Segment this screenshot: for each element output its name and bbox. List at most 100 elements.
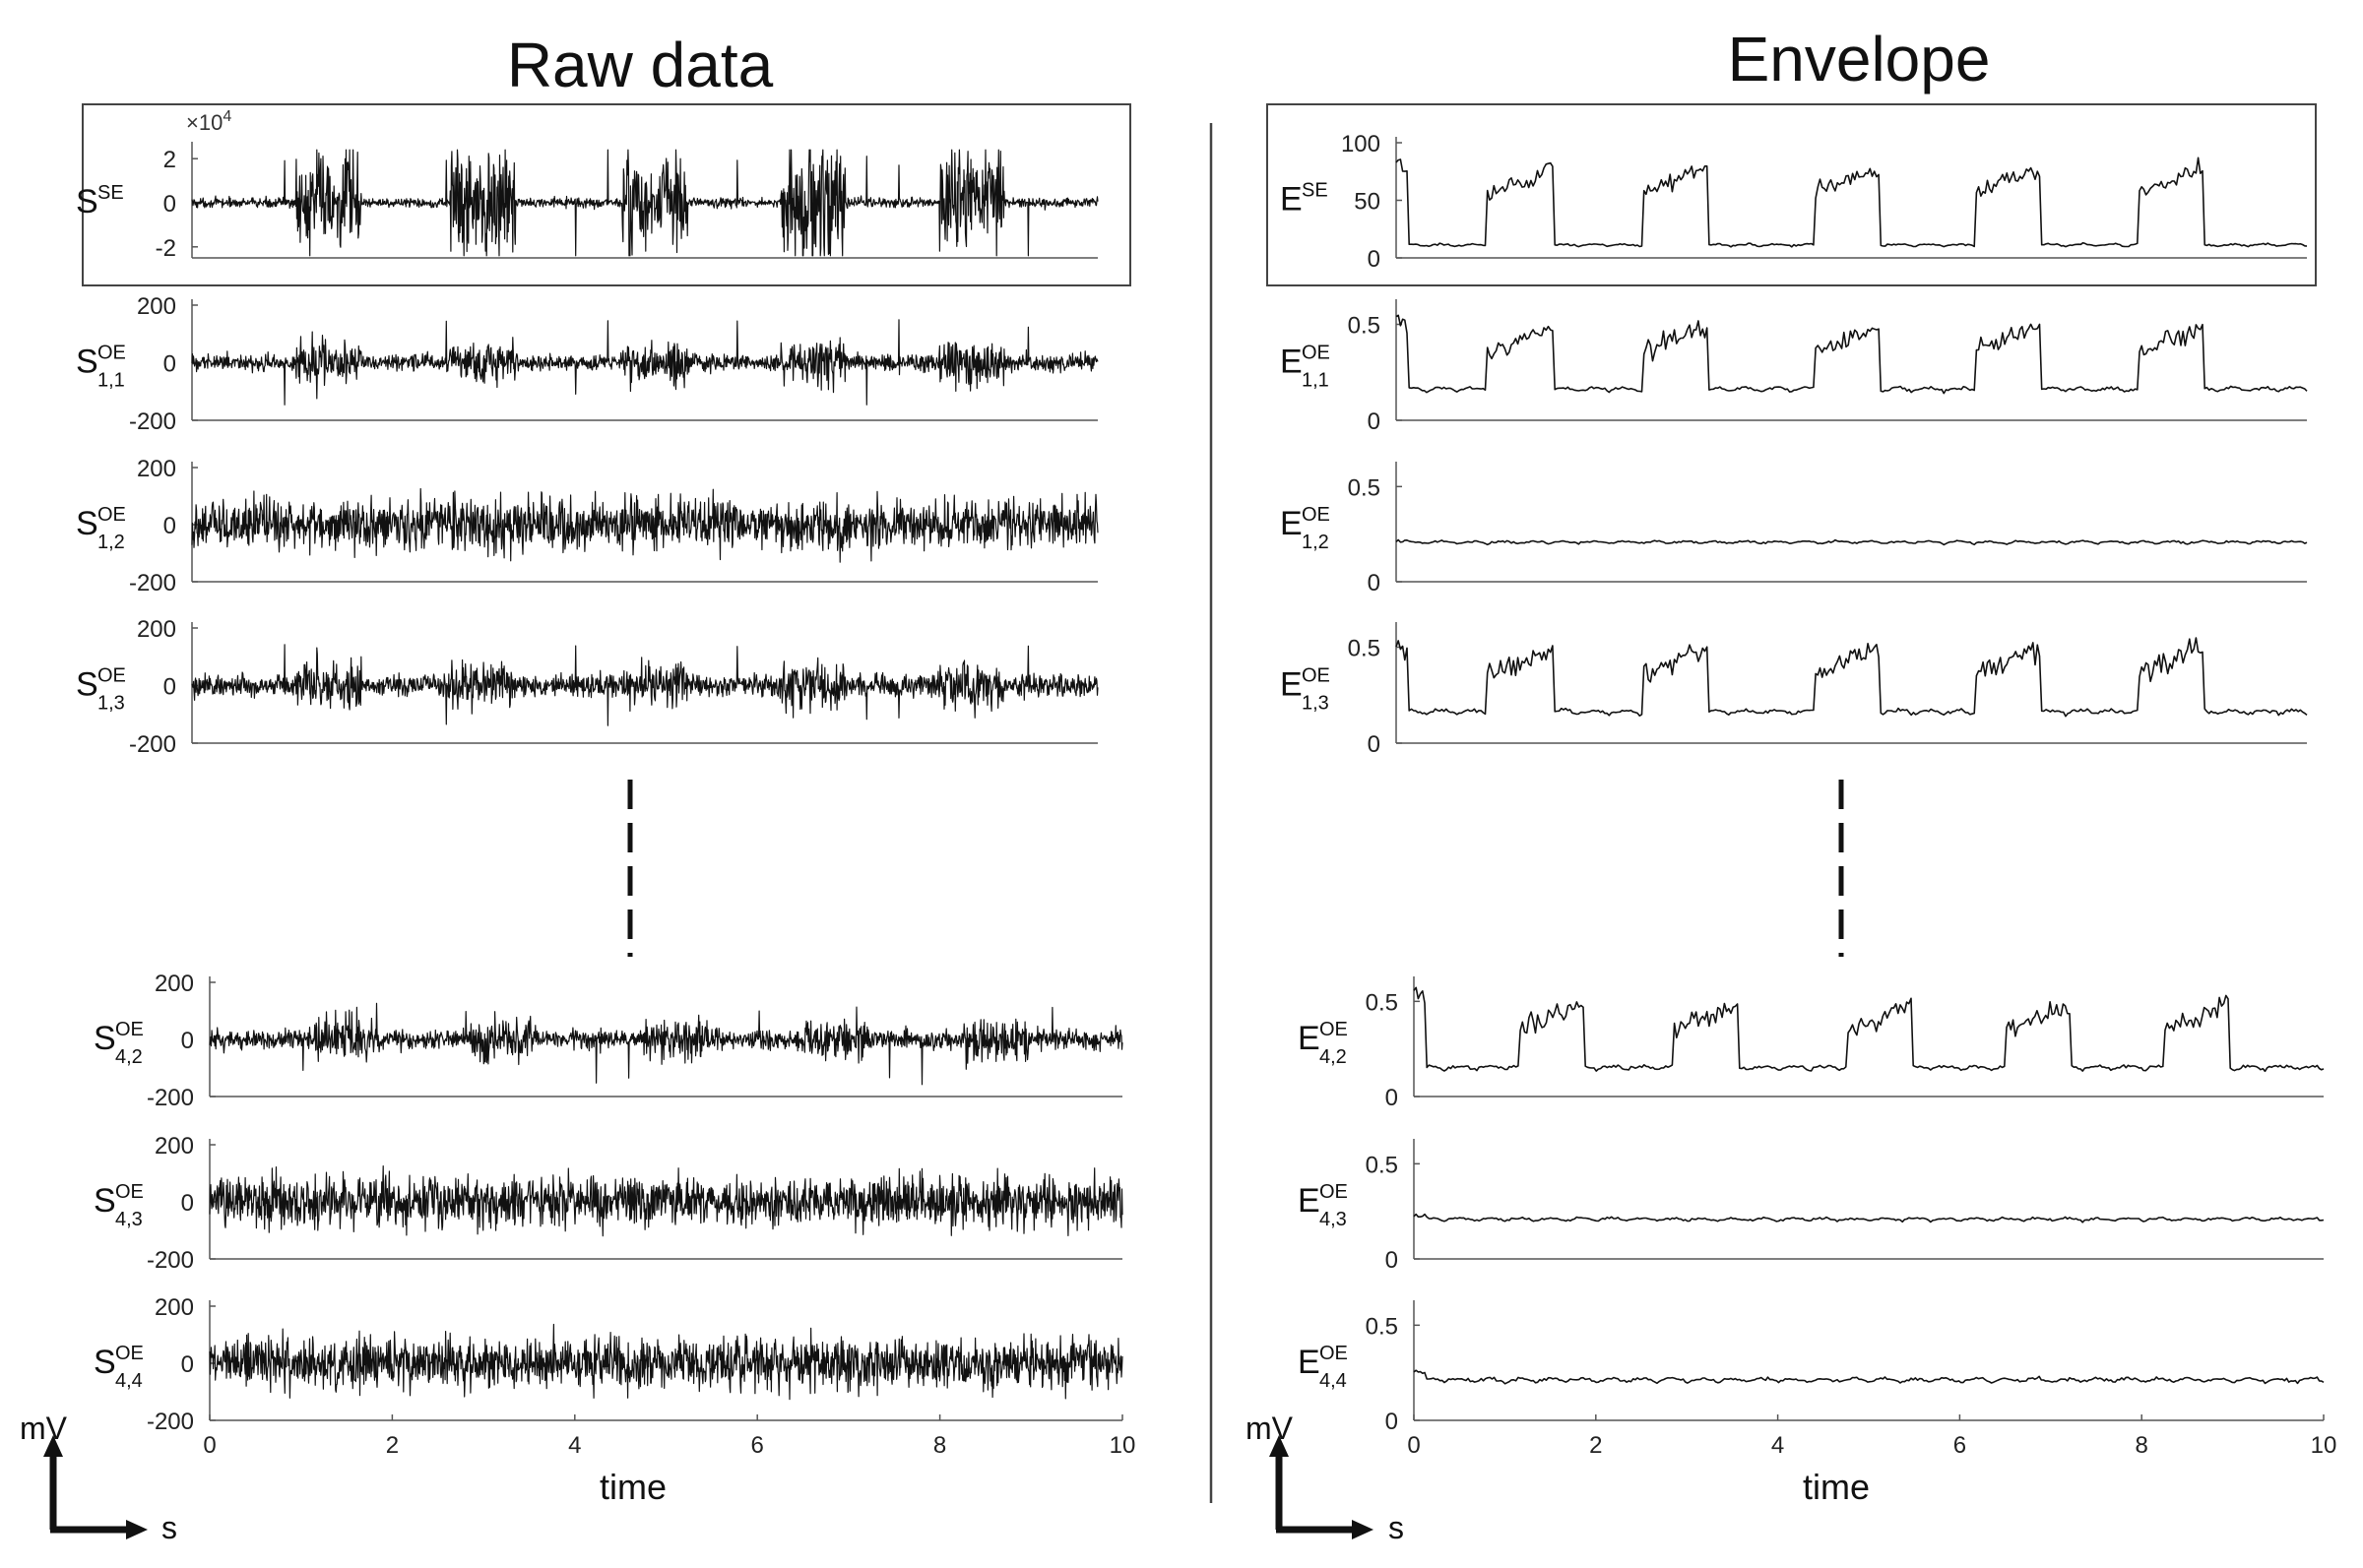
panel-env-e43: 0.5 0 E OE 4,3 (1298, 1139, 2325, 1274)
y-tick-label: -200 (129, 570, 176, 596)
raw-scale-unit-mv: mV (20, 1411, 68, 1446)
y-tick-label: 0 (1385, 1409, 1398, 1435)
y-tick-label: 0.5 (1366, 1313, 1398, 1340)
x-tick-label: 2 (386, 1432, 399, 1459)
channel-label-sup: OE (1302, 665, 1330, 687)
y-tick-label: -200 (129, 731, 176, 758)
channel-label-sub: 4,2 (115, 1046, 143, 1068)
channel-label-sub: 1,1 (1302, 370, 1329, 392)
env-scale-up-arrow-icon (1269, 1435, 1289, 1457)
raw-scale-up-arrow-icon (43, 1435, 63, 1457)
channel-label-sup: SE (1302, 180, 1328, 202)
y-tick-label: 0 (1368, 246, 1380, 273)
y-tick-label: 0.5 (1348, 313, 1380, 340)
y-tick-label: 0 (181, 1028, 194, 1054)
trace-line-raw-s44 (209, 1323, 1123, 1401)
trace-line-env-e42 (1413, 986, 2325, 1073)
channel-label-raw-s13: S (76, 666, 98, 704)
channel-label-sup: OE (97, 665, 126, 687)
panel-env-ese: 100 50 0 E SE (1266, 103, 2317, 286)
y-tick-label: 2 (163, 147, 176, 173)
x-tick-label: 8 (933, 1432, 946, 1459)
channel-label-env-e11: E (1280, 344, 1303, 381)
panel-raw-s42: 200 0 -200 S OE 4,2 (94, 971, 1123, 1111)
trace-line-raw-s42 (209, 1002, 1123, 1086)
channel-label-env-ese: E (1280, 181, 1303, 219)
x-tick-label: 2 (1589, 1432, 1602, 1459)
x-tick-label: 4 (568, 1432, 581, 1459)
channel-label-sub: 1,2 (97, 532, 125, 553)
trace-line-env-ese (1395, 157, 2308, 248)
channel-label-sup: OE (1319, 1181, 1348, 1203)
y-tick-label: 100 (1341, 131, 1380, 157)
panel-raw-s11: 200 0 -200 S OE 1,1 (76, 293, 1099, 435)
env-scale-right-arrow-icon (1352, 1520, 1373, 1539)
y-tick-label: -200 (129, 408, 176, 435)
x-tick-label: 10 (2311, 1432, 2337, 1459)
y-tick-label: 0 (1368, 570, 1380, 596)
raw-scale-right-arrow-icon (126, 1520, 148, 1539)
env-scale-unit-s: s (1388, 1510, 1404, 1545)
channel-label-sup: OE (97, 504, 126, 526)
y-tick-label: 0 (163, 674, 176, 701)
envelope-title: Envelope (1728, 24, 1991, 94)
y-tick-label: -2 (156, 235, 176, 262)
channel-label-sub: 4,3 (1319, 1209, 1347, 1230)
channel-label-raw-sse: S (76, 183, 98, 220)
x-tick-label: 10 (1110, 1432, 1136, 1459)
y-tick-label: 0 (181, 1351, 194, 1378)
y-tick-label: 0 (1385, 1085, 1398, 1111)
channel-label-sup: SE (97, 182, 124, 204)
channel-label-sup: OE (1319, 1343, 1348, 1364)
y-tick-label: 0 (1368, 731, 1380, 758)
env-xlabel: time (1803, 1467, 1870, 1507)
channel-label-sup: OE (1302, 343, 1330, 364)
y-tick-label: -200 (147, 1247, 194, 1274)
channel-label-sup: OE (1302, 504, 1330, 526)
env-scale-unit-mv: mV (1245, 1411, 1294, 1446)
channel-label-sup: OE (115, 1181, 144, 1203)
y-tick-label: 0 (163, 351, 176, 378)
channel-label-sub: 4,3 (115, 1209, 143, 1230)
trace-line-env-e11 (1395, 314, 2308, 395)
raw-xlabel: time (600, 1467, 667, 1507)
channel-label-raw-s12: S (76, 505, 98, 542)
trace-line-env-e43 (1413, 1213, 2325, 1223)
raw-data-title: Raw data (507, 30, 774, 100)
y-scale-exponent-label: ×104 (186, 108, 231, 135)
channel-label-sub: 4,4 (115, 1370, 143, 1392)
channel-label-env-e44: E (1298, 1344, 1320, 1381)
y-tick-label: 200 (137, 616, 176, 643)
panel-env-e42: 0.5 0 E OE 4,2 (1298, 976, 2325, 1111)
panel-raw-s13: 200 0 -200 S OE 1,3 (76, 616, 1099, 758)
trace-line-raw-s11 (191, 319, 1099, 406)
panel-frame-raw-sse (82, 103, 1131, 286)
y-tick-label: 0.5 (1348, 636, 1380, 662)
x-tick-label: 6 (751, 1432, 764, 1459)
y-tick-label: 0 (1368, 408, 1380, 435)
channel-label-sub: 1,3 (97, 693, 125, 715)
panel-raw-s12: 200 0 -200 S OE 1,2 (76, 456, 1099, 596)
y-tick-label: 200 (137, 293, 176, 320)
y-tick-label: 200 (137, 456, 176, 482)
y-tick-label: 0 (163, 513, 176, 539)
panel-env-e13: 0.5 0 E OE 1,3 (1280, 622, 2308, 758)
panel-raw-sse: 2 0 -2 ×104 S SE (76, 103, 1131, 286)
channel-label-sup: OE (1319, 1019, 1348, 1040)
trace-line-raw-sse (191, 149, 1099, 257)
channel-label-sup: OE (97, 343, 126, 364)
channel-label-sub: 4,4 (1319, 1370, 1347, 1392)
channel-label-raw-s44: S (94, 1344, 116, 1381)
y-tick-label: 200 (155, 971, 194, 997)
trace-line-raw-s12 (191, 487, 1099, 563)
y-tick-label: 0 (1385, 1247, 1398, 1274)
y-tick-label: 200 (155, 1133, 194, 1160)
channel-label-sub: 4,2 (1319, 1046, 1347, 1068)
channel-label-env-e43: E (1298, 1182, 1320, 1220)
panel-env-e44: 0.5 0 E OE 4,4 0 2 4 6 8 10 (1298, 1300, 2336, 1459)
env-scale-bar: mV s (1245, 1411, 1404, 1545)
raw-scale-unit-s: s (161, 1510, 177, 1545)
y-tick-label: 0.5 (1366, 1152, 1398, 1178)
panel-raw-s43: 200 0 -200 S OE 4,3 (94, 1133, 1123, 1274)
